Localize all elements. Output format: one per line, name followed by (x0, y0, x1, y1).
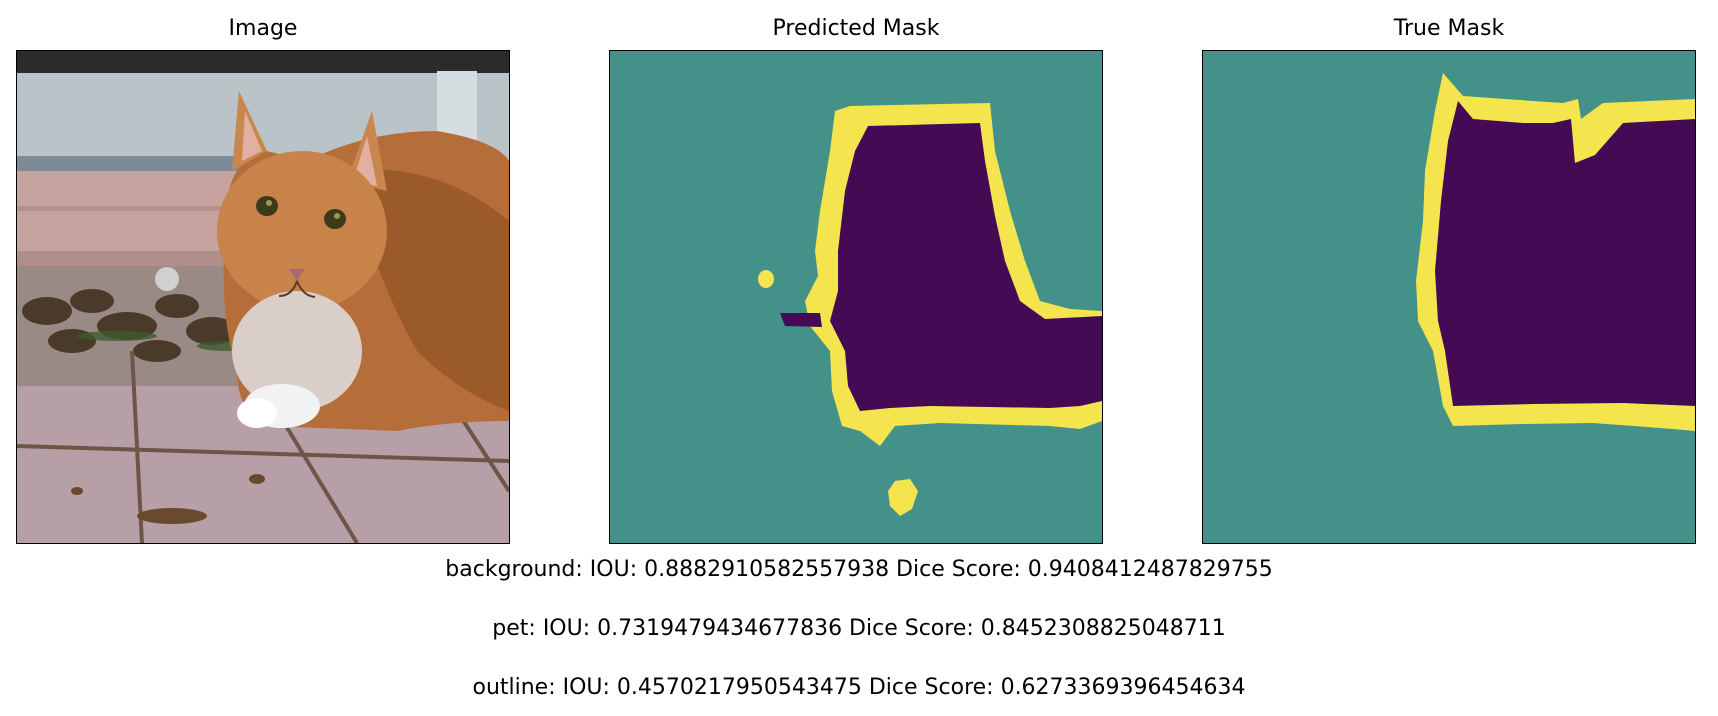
outline-metric: outline: IOU: 0.4570217950543475 Dice Sc… (472, 675, 1246, 700)
cat-photo (17, 51, 509, 543)
predicted-mask-image (610, 51, 1102, 543)
background-metric: background: IOU: 0.8882910582557938 Dice… (445, 557, 1273, 582)
image-panel-title: Image (228, 16, 298, 41)
predicted-mask-title: Predicted Mask (772, 16, 940, 41)
true-mask-panel (1202, 50, 1696, 544)
true-mask-title: True Mask (1393, 16, 1505, 41)
true-mask-image (1203, 51, 1695, 543)
pet-metric: pet: IOU: 0.7319479434677836 Dice Score:… (492, 616, 1226, 641)
predicted-mask-panel (609, 50, 1103, 544)
input-image-panel (16, 50, 510, 544)
